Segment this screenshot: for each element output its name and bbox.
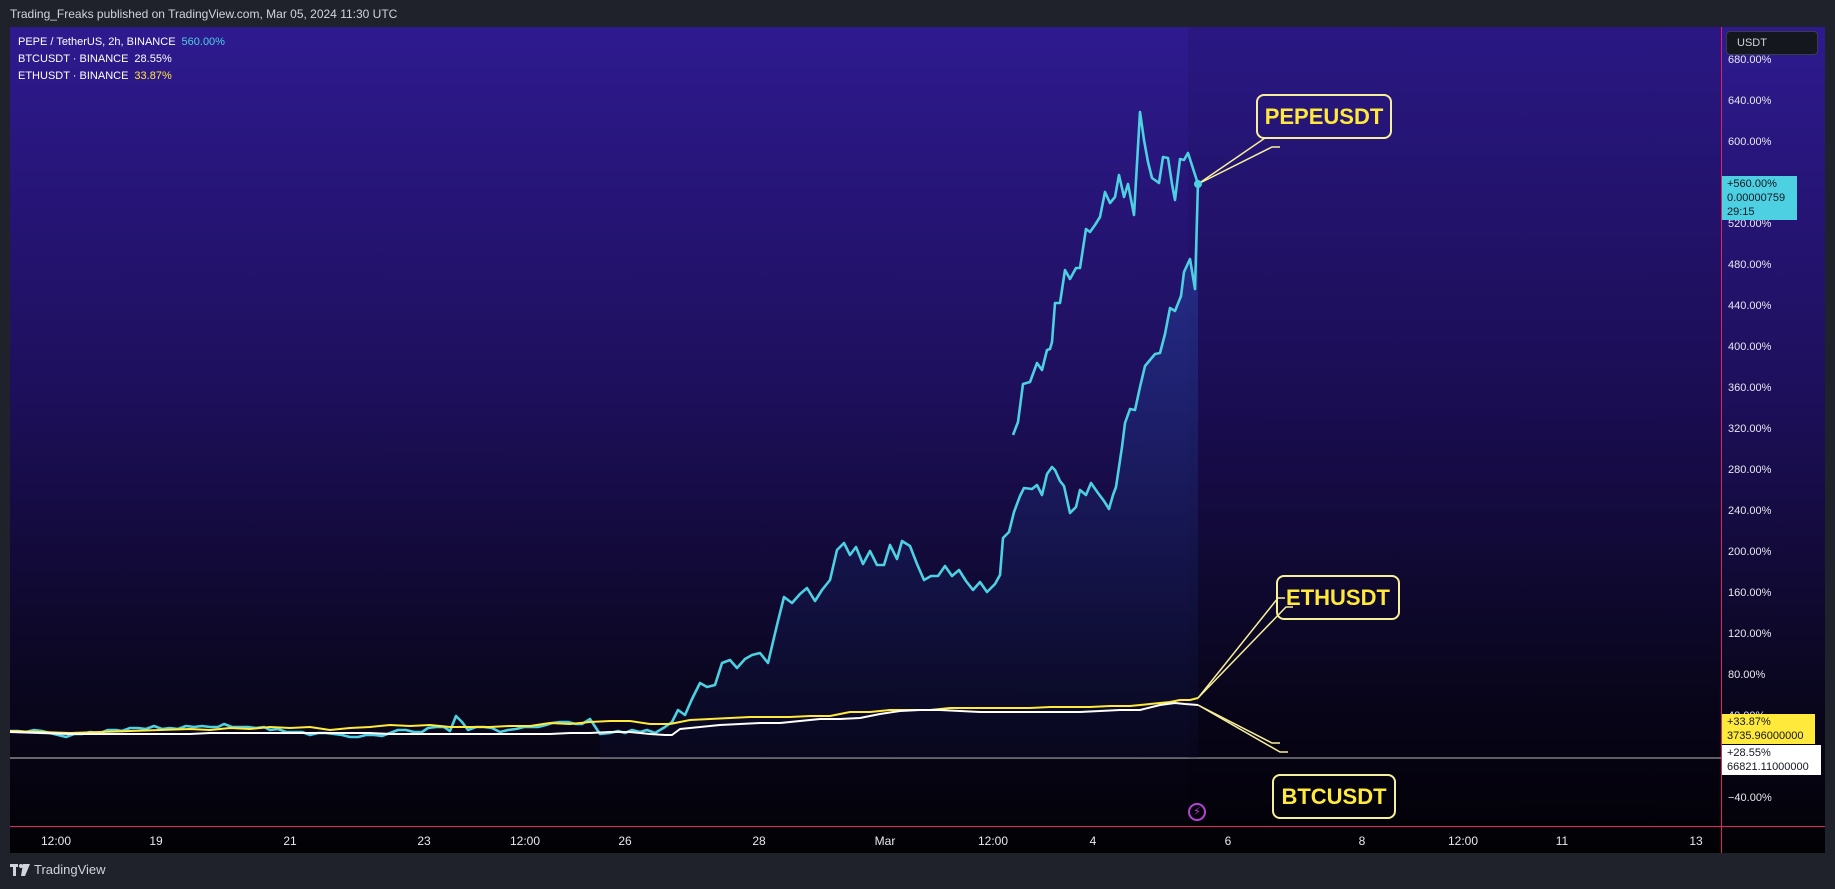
pepe-tag-pct: +560.00% [1727, 178, 1777, 190]
legend-label: ETHUSDT · BINANCE [18, 70, 129, 82]
eth-tag-pct: +33.87% [1727, 716, 1771, 728]
x-tick: 28 [752, 834, 766, 848]
x-tick: 12:00 [977, 834, 1009, 848]
y-tick: −40.00% [1728, 792, 1772, 804]
tradingview-logo-icon [10, 863, 30, 876]
published-text: Trading_Freaks published on TradingView.… [10, 7, 398, 21]
btc-line [10, 702, 1199, 736]
btc-callout-leader-2 [1197, 704, 1288, 753]
y-tick: 480.00% [1728, 259, 1772, 271]
pepe-line [10, 181, 1200, 739]
x-tick: 12:00 [1447, 834, 1479, 848]
legend-value: 33.87% [134, 70, 172, 82]
btc-callout-leader [1197, 704, 1280, 744]
x-tick: 13 [1689, 834, 1703, 848]
x-tick: 23 [417, 834, 431, 848]
pepe-area [600, 182, 1198, 758]
y-tick: 600.00% [1728, 136, 1772, 148]
y-tick: 680.00% [1728, 54, 1772, 66]
pepe-line-peak [1011, 110, 1200, 436]
pepe-price-tag: +560.00% 0.00000759 29:15 [1722, 176, 1797, 220]
legend-row-pepe[interactable]: PEPE / TetherUS, 2h, BINANCE 560.00% [18, 34, 225, 51]
currency-selector[interactable]: USDT [1726, 31, 1818, 55]
pepe-callout-leader-2 [1197, 146, 1280, 185]
chart-pane[interactable]: PEPE / TetherUS, 2h, BINANCE 560.00% BTCU… [10, 27, 1825, 853]
eth-tag-price: 3735.96000000 [1727, 730, 1804, 742]
btc-callout[interactable]: BTCUSDT [1272, 774, 1396, 819]
plot-area[interactable] [10, 27, 1825, 853]
y-tick: 120.00% [1728, 628, 1772, 640]
legend-label: BTCUSDT · BINANCE [18, 53, 129, 65]
y-tick: 640.00% [1728, 95, 1772, 107]
tradingview-logo[interactable]: TradingView [10, 862, 106, 877]
eth-callout-leader [1197, 597, 1285, 699]
x-tick: 8 [1358, 834, 1366, 848]
legend-value: 560.00% [181, 36, 225, 48]
y-tick: 440.00% [1728, 300, 1772, 312]
x-tick: 11 [1555, 834, 1569, 848]
published-header: Trading_Freaks published on TradingView.… [0, 0, 1835, 26]
future-region [1188, 27, 1721, 826]
pepe-last-point [1194, 180, 1202, 188]
x-tick: 19 [149, 834, 163, 848]
y-tick: 400.00% [1728, 341, 1772, 353]
brand-text: TradingView [34, 862, 106, 877]
legend-row-btc[interactable]: BTCUSDT · BINANCE 28.55% [18, 51, 225, 68]
eth-line [10, 697, 1199, 734]
eth-price-tag: +33.87% 3735.96000000 [1722, 714, 1815, 744]
x-tick: Mar [874, 834, 896, 848]
eth-callout-leader-2 [1197, 606, 1293, 699]
legend-label: PEPE / TetherUS, 2h, BINANCE [18, 36, 176, 48]
pepe-callout[interactable]: PEPEUSDT [1256, 94, 1392, 139]
time-axis-border [10, 826, 1825, 827]
eth-callout[interactable]: ETHUSDT [1276, 575, 1400, 620]
btc-tag-pct: +28.55% [1727, 747, 1771, 759]
y-tick: 240.00% [1728, 505, 1772, 517]
y-tick: 360.00% [1728, 382, 1772, 394]
x-tick: 21 [283, 834, 297, 848]
x-tick: 12:00 [509, 834, 541, 848]
btc-tag-price: 66821.11000000 [1727, 761, 1809, 773]
x-tick: 26 [618, 834, 632, 848]
legend-row-eth[interactable]: ETHUSDT · BINANCE 33.87% [18, 68, 225, 85]
y-tick: 200.00% [1728, 546, 1772, 558]
lightning-icon[interactable]: ⚡ [1188, 803, 1206, 821]
legend-value: 28.55% [134, 53, 172, 65]
series-legend: PEPE / TetherUS, 2h, BINANCE 560.00% BTCU… [18, 34, 225, 85]
footer: TradingView [0, 853, 1835, 889]
y-tick: 520.00% [1728, 218, 1772, 230]
x-tick: 6 [1224, 834, 1232, 848]
x-tick: 4 [1089, 834, 1097, 848]
x-tick: 12:00 [40, 834, 72, 848]
y-tick: 80.00% [1728, 669, 1766, 681]
y-tick: 320.00% [1728, 423, 1772, 435]
price-axis-border [1721, 27, 1722, 853]
y-tick: 280.00% [1728, 464, 1772, 476]
btc-price-tag: +28.55% 66821.11000000 [1722, 745, 1821, 775]
pepe-tag-countdown: 29:15 [1727, 206, 1755, 218]
pepe-tag-price: 0.00000759 [1727, 192, 1786, 204]
y-tick: 160.00% [1728, 587, 1772, 599]
